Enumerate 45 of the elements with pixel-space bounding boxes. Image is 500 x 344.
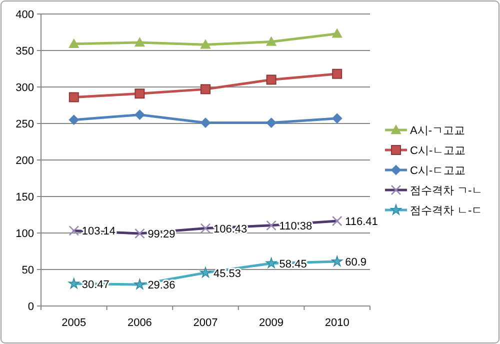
y-tick-label: 100: [16, 228, 34, 240]
point: [134, 278, 146, 290]
point: [266, 74, 276, 85]
point: [332, 68, 342, 79]
data-label: 103.14: [82, 226, 116, 238]
point: [332, 113, 342, 124]
point: [68, 278, 80, 289]
point: [200, 266, 212, 278]
legend-label: 점수격차 ㄴ-ㄷ: [410, 205, 483, 217]
data-label: 60.9: [345, 256, 367, 269]
legend-label: C시-ㄴ고교: [410, 145, 466, 157]
data-label: 45.53: [214, 268, 242, 280]
point: [68, 38, 79, 48]
y-tick-label: 400: [16, 9, 34, 21]
x-tick-label: 2005: [62, 317, 86, 329]
x-tick-label: 2006: [127, 317, 152, 329]
point: [266, 118, 276, 128]
point: [200, 40, 210, 49]
legend-label: C시-ㄷ고교: [410, 165, 466, 177]
y-tick-label: 50: [22, 264, 34, 276]
point: [266, 258, 277, 268]
x-tick-label: 2007: [193, 317, 218, 329]
x-tick-label: 2009: [259, 317, 284, 329]
point: [266, 36, 276, 46]
point: [332, 28, 342, 38]
y-tick-label: 350: [16, 46, 34, 58]
legend-label: A시-ㄱ고교: [410, 125, 465, 137]
y-tick-label: 300: [16, 82, 34, 94]
point: [134, 37, 145, 47]
point: [200, 118, 210, 128]
point: [134, 88, 145, 99]
point: [68, 92, 79, 102]
y-tick-label: 150: [16, 192, 34, 204]
point: [332, 256, 343, 266]
data-label: 116.41: [345, 216, 378, 228]
data-label: 29.36: [148, 280, 176, 292]
y-tick-label: 200: [16, 155, 34, 167]
x-tick-label: 2010: [324, 317, 350, 329]
data-label: 30.47: [82, 278, 110, 291]
legend-label: 점수격차 ㄱ-ㄴ: [410, 185, 483, 197]
y-tick-label: 0: [28, 301, 34, 313]
point: [68, 114, 79, 125]
point: [134, 110, 145, 120]
point: [200, 84, 210, 94]
y-tick-label: 250: [16, 118, 34, 130]
